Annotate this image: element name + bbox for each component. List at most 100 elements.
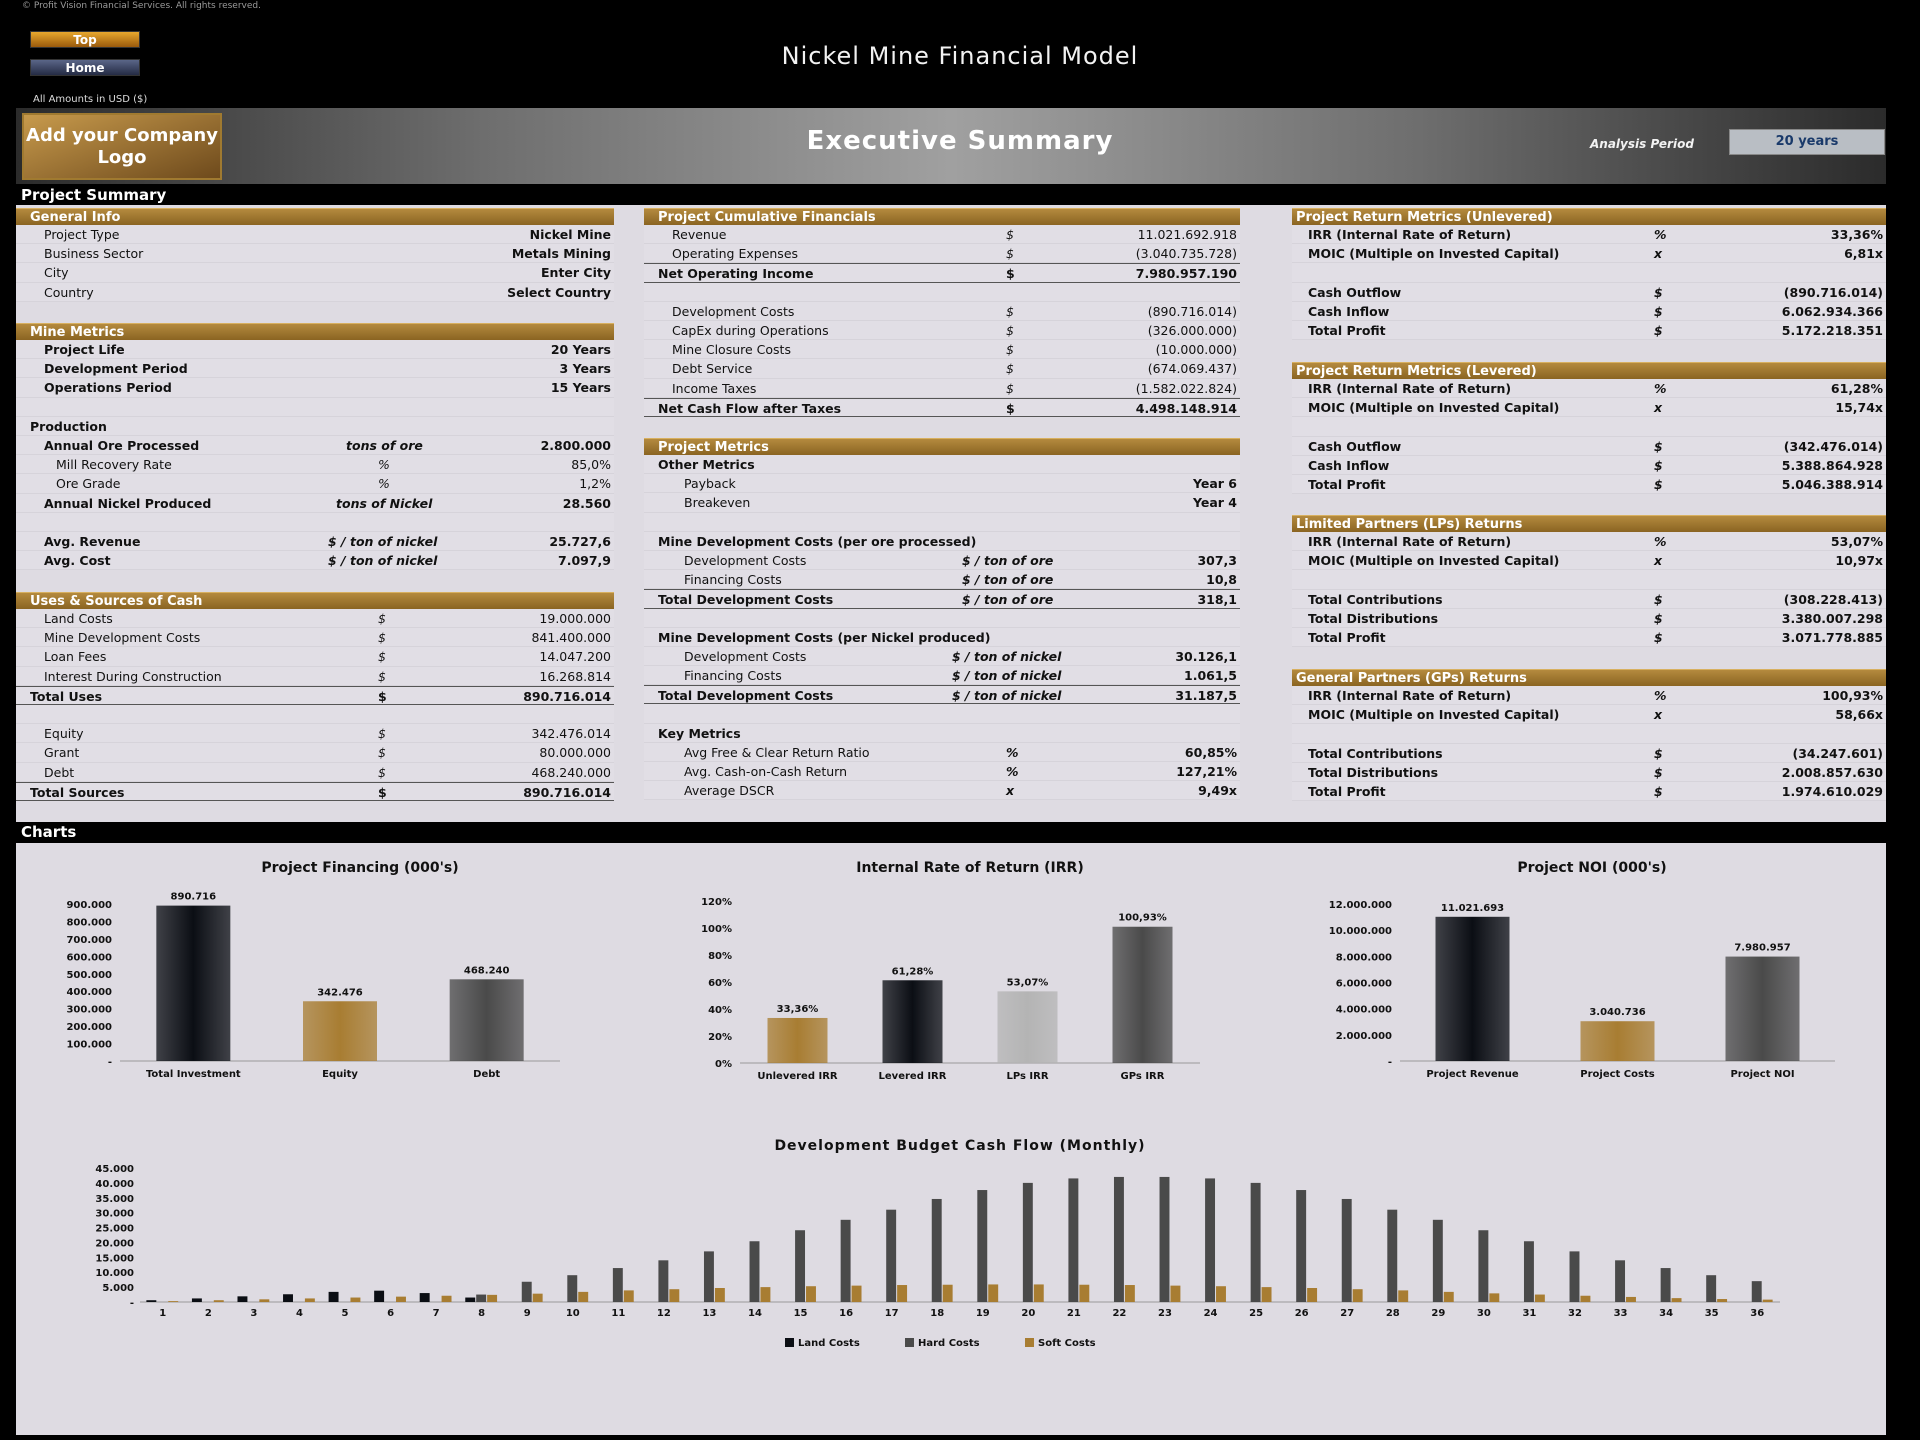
home-button[interactable]: Home: [30, 59, 140, 76]
x-tick-label: 11: [611, 1308, 625, 1319]
financial-row: Operating Expenses $ (3.040.735.728): [644, 244, 1240, 264]
bar: [1387, 1209, 1398, 1302]
gp-returns-box: General Partners (GPs) Returns IRR (Inte…: [1292, 669, 1886, 802]
metric-total-row: Total Development Costs $ / ton of ore 318…: [644, 589, 1240, 609]
metric-total-row: Total Development Costs $ / ton of nickel…: [644, 685, 1240, 705]
bar: [1569, 1251, 1580, 1302]
uses-sources-box: Uses & Sources of Cash Land Costs $19.000…: [16, 592, 614, 801]
bar: [669, 1289, 680, 1302]
bar: [882, 980, 943, 1063]
metric-row: Avg. Cash-on-Cash Return% 127,21%: [644, 762, 1240, 782]
return-row: MOIC (Multiple on Invested Capital) x 6,81…: [1292, 244, 1886, 264]
bar: [146, 1300, 157, 1302]
bar: [977, 1190, 988, 1302]
analysis-period-label: Analysis Period: [1590, 137, 1694, 151]
bar: [1250, 1182, 1261, 1302]
project-metrics-box: Project Metrics Other Metrics Payback Yea…: [644, 438, 1240, 801]
y-tick-label: 200.000: [66, 1022, 112, 1033]
bar: [1216, 1286, 1226, 1302]
y-tick-label: -: [130, 1298, 134, 1309]
bar: [191, 1298, 202, 1302]
bar: [767, 1017, 828, 1063]
return-row: Total Profit $5.172.218.351: [1292, 321, 1886, 341]
return-row: Cash Inflow $5.388.864.928: [1292, 456, 1886, 475]
amounts-note: All Amounts in USD ($): [33, 94, 148, 105]
chart-title-cashflow: Development Budget Cash Flow (Monthly): [774, 1138, 1146, 1154]
bar: [156, 905, 231, 1061]
sources-row: Grant $80.000.000: [16, 743, 614, 763]
x-tick-label: 34: [1659, 1308, 1673, 1319]
bar: [259, 1299, 270, 1302]
x-tick-label: 29: [1431, 1308, 1445, 1319]
return-row: Total Distributions $3.380.007.298: [1292, 609, 1886, 628]
metric-row: Avg. Revenue $ / ton of nickel 25.727,6: [16, 532, 614, 552]
bar: [760, 1287, 771, 1302]
x-tick-label: 6: [387, 1308, 394, 1319]
x-tick-label: 17: [885, 1308, 899, 1319]
metric-row: Average DSCR x 9,49x: [644, 781, 1240, 801]
bar: [795, 1230, 806, 1302]
bar: [942, 1284, 953, 1302]
data-label: 53,07%: [1007, 977, 1049, 988]
y-tick-label: 500.000: [66, 970, 112, 981]
legend-swatch: [785, 1338, 794, 1347]
bar: [1261, 1287, 1272, 1302]
bar: [1751, 1281, 1762, 1302]
return-row: MOIC (Multiple on Invested Capital) x 58,6…: [1292, 705, 1886, 725]
return-row: Cash Outflow $ (890.716.014): [1292, 283, 1886, 302]
x-tick-label: 13: [702, 1308, 716, 1319]
company-logo-placeholder[interactable]: Add your Company Logo: [22, 113, 222, 180]
x-tick-label: Project Revenue: [1426, 1069, 1519, 1080]
bar: [1112, 926, 1173, 1063]
bar: [213, 1300, 224, 1302]
spacer-row: [644, 704, 1240, 724]
bar: [988, 1284, 999, 1302]
metric-row: Financing Costs $ / ton of nickel 1.061,5: [644, 666, 1240, 686]
x-tick-label: Project Costs: [1580, 1069, 1654, 1080]
project-metrics-header: Project Metrics: [644, 438, 1240, 455]
analysis-period-value[interactable]: 20 years: [1729, 129, 1885, 155]
data-label: 7.980.957: [1734, 943, 1790, 954]
irr-chart: 0% 20% 40% 60% 80% 100% 120% 33,36% Unlevered IR…: [701, 897, 1200, 1082]
sources-row: Debt $468.240.000: [16, 763, 614, 782]
bar: [283, 1294, 293, 1302]
x-tick-label: 27: [1340, 1308, 1354, 1319]
group-label: Key Metrics: [644, 724, 1240, 743]
gp-returns-header: General Partners (GPs) Returns: [1292, 669, 1886, 686]
financial-row: Mine Closure Costs $ (10.000.000): [644, 340, 1240, 360]
x-tick-label: 4: [296, 1308, 303, 1319]
general-info-header: General Info: [16, 208, 614, 225]
y-tick-label: 30.000: [95, 1209, 134, 1220]
financial-row: Revenue $11.021.692.918: [644, 225, 1240, 245]
metric-row: Annual Nickel Produced tons of Nickel 28.5…: [16, 494, 614, 513]
bar: [931, 1198, 942, 1302]
bar: [1489, 1293, 1500, 1302]
page-title: Nickel Mine Financial Model: [781, 42, 1139, 70]
uses-sources-header: Uses & Sources of Cash: [16, 592, 614, 609]
metric-row: Avg Free & Clear Return Ratio% 60,85%: [644, 743, 1240, 762]
bar: [449, 979, 524, 1061]
bar: [465, 1297, 476, 1302]
x-tick-label: Total Investment: [146, 1069, 241, 1080]
x-tick-label: 32: [1568, 1308, 1582, 1319]
bar: [396, 1296, 406, 1302]
y-tick-label: -: [1388, 1057, 1392, 1068]
bar: [749, 1241, 760, 1302]
data-label: 33,36%: [777, 1004, 819, 1015]
return-row: Cash Inflow $6.062.934.366: [1292, 302, 1886, 321]
x-tick-label: 3: [250, 1308, 257, 1319]
return-row: Total Distributions $2.008.857.630: [1292, 763, 1886, 782]
bar: [851, 1285, 862, 1302]
bar: [237, 1296, 248, 1302]
y-tick-label: 35.000: [95, 1194, 134, 1205]
y-tick-label: 700.000: [66, 935, 112, 946]
top-button[interactable]: Top: [30, 31, 140, 48]
x-tick-label: 25: [1249, 1308, 1263, 1319]
spacer-row: [1292, 570, 1886, 590]
x-tick-label: 21: [1067, 1308, 1081, 1319]
bar: [1671, 1298, 1682, 1302]
executive-summary-title: Executive Summary: [806, 126, 1114, 156]
spacer-row: [16, 513, 614, 532]
y-tick-label: 15.000: [95, 1253, 134, 1264]
y-tick-label: 10.000: [95, 1268, 134, 1279]
